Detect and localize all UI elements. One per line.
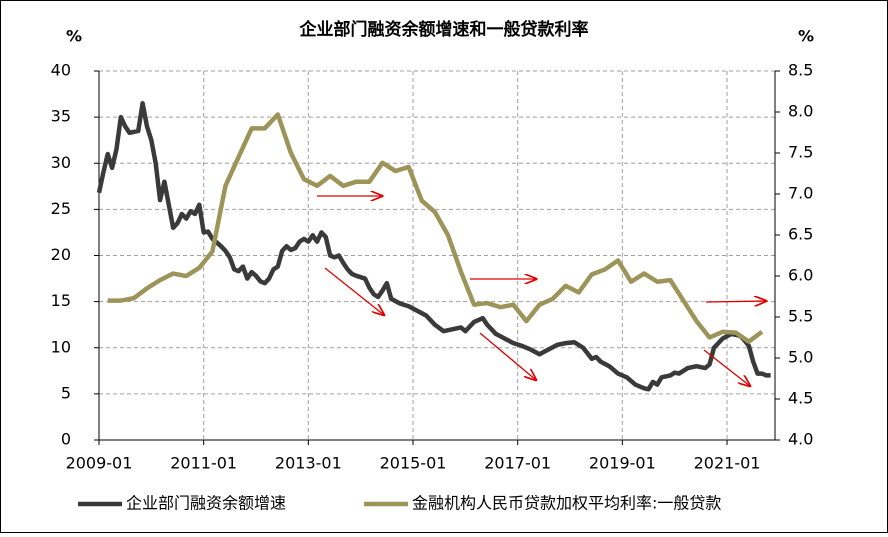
y-tick-label: 15 bbox=[51, 291, 71, 310]
y2-tick-label: 6.0 bbox=[788, 266, 813, 285]
x-tick-label: 2015-01 bbox=[380, 454, 447, 473]
x-tick-label: 2009-01 bbox=[66, 454, 133, 473]
legend-label: 企业部门融资余额增速 bbox=[126, 494, 286, 513]
y-label: % bbox=[66, 27, 82, 46]
y2-tick-label: 7.0 bbox=[788, 184, 813, 203]
y-tick-label: 25 bbox=[51, 199, 71, 218]
y2-tick-label: 5.5 bbox=[788, 307, 813, 326]
y2-label: % bbox=[798, 27, 814, 46]
y2-tick-label: 4.5 bbox=[788, 389, 813, 408]
x-tick-label: 2013-01 bbox=[275, 454, 342, 473]
arrow bbox=[705, 301, 766, 302]
chart-title: 企业部门融资余额增速和一般贷款利率 bbox=[299, 19, 589, 40]
line-series bbox=[107, 112, 764, 344]
arrow bbox=[324, 267, 384, 315]
y2-tick-label: 8.5 bbox=[788, 61, 813, 80]
y2-tick-label: 7.5 bbox=[788, 143, 813, 162]
line-series bbox=[96, 101, 771, 392]
plot-area: 0 5 10 15 20 25 30 35 40 4.0 4.5 5.0 5.5 6.0 6.5 7.0 7.5… bbox=[51, 61, 814, 513]
annotations bbox=[317, 196, 766, 386]
x-tick-label: 2019-01 bbox=[589, 454, 656, 473]
x-tick-label: 2011-01 bbox=[170, 454, 237, 473]
y-tick-label: 35 bbox=[51, 107, 71, 126]
y2-tick-label: 5.0 bbox=[788, 348, 813, 367]
arrow bbox=[703, 349, 750, 386]
legend-label: 金融机构人民币贷款加权平均利率:一般贷款 bbox=[412, 494, 721, 513]
y-tick-label: 40 bbox=[51, 61, 71, 80]
y-tick-label: 10 bbox=[51, 337, 71, 356]
y2-tick-label: 6.5 bbox=[788, 225, 813, 244]
y-tick-label: 5 bbox=[61, 383, 71, 402]
y-tick-label: 0 bbox=[61, 430, 71, 449]
y2-tick-label: 8.0 bbox=[788, 102, 813, 121]
x-tick-label: 2017-01 bbox=[484, 454, 551, 473]
y2-tick-label: 4.0 bbox=[788, 430, 813, 449]
x-tick-label: 2021-01 bbox=[694, 454, 761, 473]
y-tick-label: 20 bbox=[51, 245, 71, 264]
arrow bbox=[479, 332, 536, 380]
y-tick-label: 30 bbox=[51, 153, 71, 172]
